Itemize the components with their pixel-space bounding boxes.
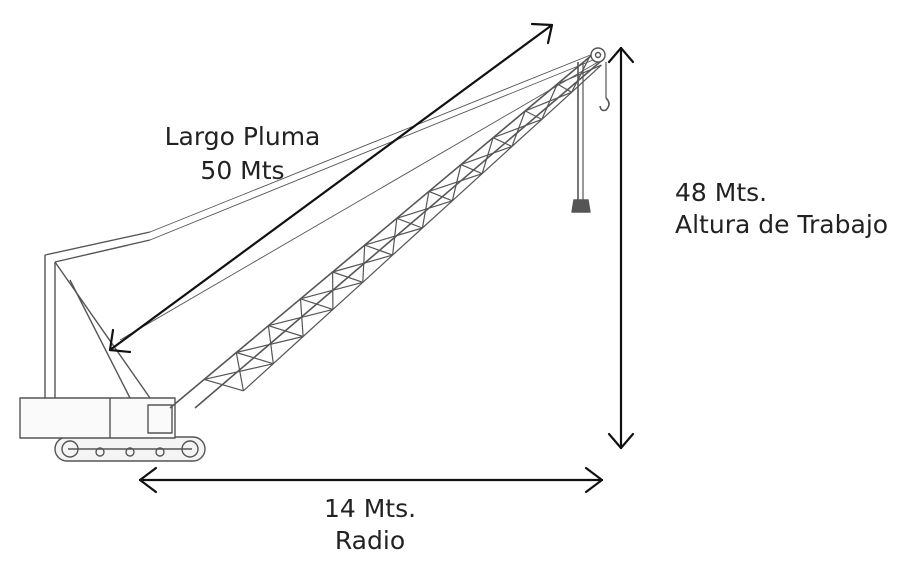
working-height-value: 48 Mts.	[675, 178, 768, 207]
boom-brace	[392, 227, 423, 256]
boom-brace	[524, 91, 572, 112]
boom-brace	[267, 325, 274, 364]
gantry-frame	[44, 231, 151, 399]
boom-brace	[396, 200, 453, 219]
boom-brace	[451, 164, 462, 201]
crawler-track	[54, 436, 206, 462]
boom-brace	[541, 91, 573, 120]
boom-brace	[428, 173, 483, 192]
boom-brace	[481, 146, 513, 175]
boom-length-arrow	[108, 22, 554, 354]
boom-brace	[492, 137, 513, 148]
boom-brace	[236, 351, 274, 365]
boom-brace	[362, 254, 394, 283]
boom-brace	[524, 110, 543, 120]
boom-length-value: 50 Mts	[200, 156, 285, 185]
boom-brace	[511, 118, 543, 147]
boom-brace	[511, 110, 526, 147]
boom-brace	[235, 352, 244, 391]
boom-brace	[242, 363, 274, 392]
boom-brace	[272, 336, 304, 365]
boom-brace	[332, 271, 363, 283]
boom-brace	[362, 245, 366, 283]
lattice-boom	[169, 49, 601, 409]
boom-length-title: Largo Pluma	[164, 122, 321, 151]
boom-brace	[364, 244, 393, 256]
working-height-label: 48 Mts. Altura de Trabajo	[675, 178, 888, 240]
radius-arrow	[138, 466, 604, 494]
boom-brace	[396, 217, 423, 229]
boom-brace	[332, 281, 364, 310]
hook-block	[571, 62, 610, 213]
boom-brace	[571, 64, 602, 93]
boom-brace	[421, 191, 430, 229]
boom-brace	[451, 173, 483, 202]
boom-brace	[268, 325, 304, 338]
boom-brace	[299, 298, 304, 337]
pendant-lines	[119, 51, 599, 341]
boom-tip	[590, 47, 606, 63]
boom-brace	[302, 308, 334, 337]
radius-title: Radio	[334, 526, 406, 555]
boom-brace	[332, 254, 393, 273]
height-arrow	[607, 46, 635, 450]
cab-house	[19, 397, 176, 439]
radius-value: 14 Mts.	[323, 494, 417, 523]
boom-brace	[421, 200, 453, 229]
boom-brace	[460, 145, 513, 166]
boom-brace	[428, 190, 453, 202]
boom-brace	[300, 281, 363, 300]
boom-brace	[300, 298, 334, 310]
boom-brace	[364, 227, 423, 246]
boom-brace	[541, 83, 558, 120]
radius-label: 14 Mts. Radio	[290, 494, 450, 556]
boom-brace	[204, 378, 244, 392]
boom-brace	[492, 118, 543, 139]
boom-length-label: Largo Pluma 50 Mts	[150, 122, 335, 186]
boom-brace	[556, 83, 572, 93]
boom-brace	[392, 218, 398, 256]
boom-brace	[557, 64, 602, 85]
boom-brace	[571, 56, 590, 93]
boom-brace	[481, 137, 494, 174]
boom-brace	[268, 308, 334, 327]
boom-brace	[236, 335, 304, 354]
working-height-title: Altura de Trabajo	[675, 210, 889, 239]
crawler-crane-illustration	[19, 47, 610, 462]
dimension-arrows	[108, 22, 635, 494]
boom-brace	[460, 164, 483, 175]
boom-brace	[204, 363, 274, 380]
boom-lattice-bracing	[204, 56, 602, 392]
